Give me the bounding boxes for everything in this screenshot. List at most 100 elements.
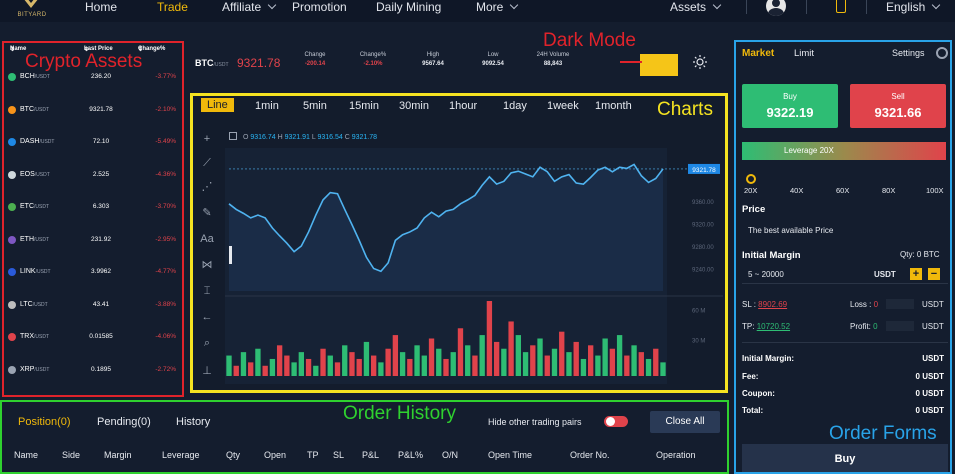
coin-price: 0.1895: [91, 365, 111, 373]
profit-input[interactable]: [886, 321, 914, 331]
tab-market[interactable]: Market: [742, 48, 775, 59]
user-avatar-icon[interactable]: [766, 0, 786, 16]
tab-pending[interactable]: Pending(0): [97, 416, 151, 428]
nav-divider: [806, 0, 807, 14]
timeframe-1week[interactable]: 1week: [547, 100, 579, 112]
nav-assets[interactable]: Assets: [670, 0, 722, 14]
crypto-row-xrp[interactable]: XRP/USDT 0.1895 -2.72%: [4, 360, 182, 380]
buy-price-button[interactable]: Buy 9322.19: [742, 84, 838, 128]
coin-change: -3.88%: [155, 300, 176, 308]
crypto-row-dash[interactable]: DASH/USDT 72.10 -5.49%: [4, 132, 182, 152]
volume-bar: [508, 321, 514, 376]
measure-icon[interactable]: ⌶: [203, 285, 211, 297]
brush-icon[interactable]: ✎: [202, 207, 212, 219]
mobile-app-icon[interactable]: [836, 0, 846, 13]
nav-promotion[interactable]: Promotion: [292, 0, 347, 14]
coin-icon: [8, 170, 16, 179]
sl-value[interactable]: 8902.69: [758, 300, 788, 309]
coin-price: 6.303: [92, 203, 110, 210]
dark-mode-toggle[interactable]: [640, 54, 678, 76]
pattern-icon[interactable]: ⋈: [201, 259, 213, 271]
volume-bar: [537, 338, 543, 376]
margin-decrease-button[interactable]: −: [928, 268, 940, 280]
crypto-row-bch[interactable]: BCH/USDT 236.20 -3.77%: [4, 67, 182, 87]
leverage-tick[interactable]: 20X: [744, 186, 758, 195]
nav-trade[interactable]: Trade: [157, 0, 188, 14]
annotation-dark-mode: Dark Mode: [543, 30, 636, 51]
timeframe-5min[interactable]: 5min: [303, 100, 327, 112]
sell-price-button[interactable]: Sell 9321.66: [850, 84, 946, 128]
timeframe-line[interactable]: Line: [201, 98, 234, 112]
coin-symbol: XRP/USDT: [20, 365, 50, 373]
back-arrow-icon[interactable]: ←: [201, 311, 213, 323]
loss-row: Loss : 0: [850, 300, 879, 309]
nav-daily-mining[interactable]: Daily Mining: [376, 0, 442, 14]
nav-home[interactable]: Home: [85, 0, 118, 14]
tp-value[interactable]: 10720.52: [756, 322, 791, 331]
crypto-row-trx[interactable]: TRX/USDT 0.01585 -4.06%: [4, 327, 182, 347]
ticker-price: 9321.78: [237, 56, 281, 70]
loss-input[interactable]: [886, 299, 914, 309]
fib-tool-icon[interactable]: ⋰: [201, 181, 213, 193]
price-value[interactable]: The best available Price: [748, 226, 834, 235]
volume-bar: [450, 352, 456, 376]
brand-logo[interactable]: BITYARD: [10, 0, 54, 22]
timeframe-1hour[interactable]: 1hour: [449, 100, 478, 112]
sun-icon[interactable]: [693, 55, 707, 69]
leverage-tick[interactable]: 40X: [790, 186, 804, 195]
history-col: Open Time: [488, 450, 533, 460]
gear-icon[interactable]: [936, 47, 948, 59]
volume-tick-label: 60 M: [692, 308, 705, 314]
price-area: [229, 164, 663, 291]
coin-symbol: ETH/USDT: [20, 235, 49, 243]
timeframe-30min[interactable]: 30min: [399, 100, 429, 112]
crosshair-icon[interactable]: +: [203, 133, 211, 145]
volume-bar: [269, 358, 276, 376]
timeframe-1month[interactable]: 1month: [595, 100, 632, 112]
leverage-tick[interactable]: 100X: [926, 186, 944, 195]
leverage-slider-handle[interactable]: [746, 174, 756, 184]
ruler-icon[interactable]: ⊥: [202, 365, 212, 377]
crypto-row-link[interactable]: LINK/USDT 3.9962 -4.77%: [4, 262, 182, 282]
text-tool-icon[interactable]: Aa: [200, 233, 214, 245]
col-last-price[interactable]: Last Price ⇕: [84, 46, 113, 53]
zoom-icon[interactable]: ⌕: [203, 337, 211, 349]
nav-affiliate[interactable]: Affiliate: [222, 0, 277, 14]
volume-bar: [226, 355, 232, 376]
crypto-row-btc[interactable]: BTC/USDT 9321.78 -2.10%: [4, 100, 182, 120]
crypto-row-eth[interactable]: ETH/USDT 231.92 -2.95%: [4, 230, 182, 250]
leverage-tick[interactable]: 80X: [882, 186, 896, 195]
tab-position[interactable]: Position(0): [18, 416, 71, 428]
crypto-row-ltc[interactable]: LTC/USDT 43.41 -3.88%: [4, 295, 182, 315]
volume-bar: [240, 352, 247, 376]
col-change[interactable]: Change% ⇕: [138, 46, 166, 53]
tab-history[interactable]: History: [176, 416, 211, 428]
coin-price: 0.01585: [89, 333, 113, 340]
coin-price: 3.9962: [91, 268, 111, 275]
summary-label: Total:: [742, 406, 764, 415]
leverage-tick[interactable]: 60X: [836, 186, 850, 195]
leverage-bar[interactable]: Leverage 20X: [742, 142, 946, 160]
nav-language[interactable]: English: [886, 0, 941, 14]
last-price-tag: [688, 163, 720, 174]
col-name[interactable]: Name ⇕: [10, 46, 27, 53]
crypto-row-eos[interactable]: EOS/USDT 2.525 -4.36%: [4, 165, 182, 185]
margin-input[interactable]: 5 ~ 20000 USDT: [742, 264, 948, 284]
chevron-down-icon: [932, 0, 941, 10]
tab-limit[interactable]: Limit: [794, 48, 815, 59]
timeframe-1min[interactable]: 1min: [255, 100, 279, 112]
timeframe-1day[interactable]: 1day: [503, 100, 527, 112]
price-chart[interactable]: 9321.78 9360.00 9320.00 9280.00 9240.00 60 M 3…: [193, 96, 725, 390]
hide-pairs-toggle[interactable]: [604, 416, 628, 427]
trend-line-icon[interactable]: ⟋: [203, 157, 211, 169]
crypto-assets-panel: Name ⇕ Last Price ⇕ Change% ⇕ BCH/USDT 23…: [2, 41, 184, 397]
timeframe-15min[interactable]: 15min: [349, 100, 379, 112]
margin-increase-button[interactable]: +: [910, 268, 922, 280]
settings-link[interactable]: Settings: [892, 48, 925, 58]
crypto-row-etc[interactable]: ETC/USDT 6.303 -3.70%: [4, 197, 182, 217]
buy-submit-button[interactable]: Buy: [742, 444, 948, 472]
close-all-button[interactable]: Close All: [650, 411, 720, 433]
coin-symbol: BCH/USDT: [20, 73, 50, 80]
ohlc-toggle-icon[interactable]: [229, 132, 237, 140]
nav-more[interactable]: More: [476, 0, 519, 14]
